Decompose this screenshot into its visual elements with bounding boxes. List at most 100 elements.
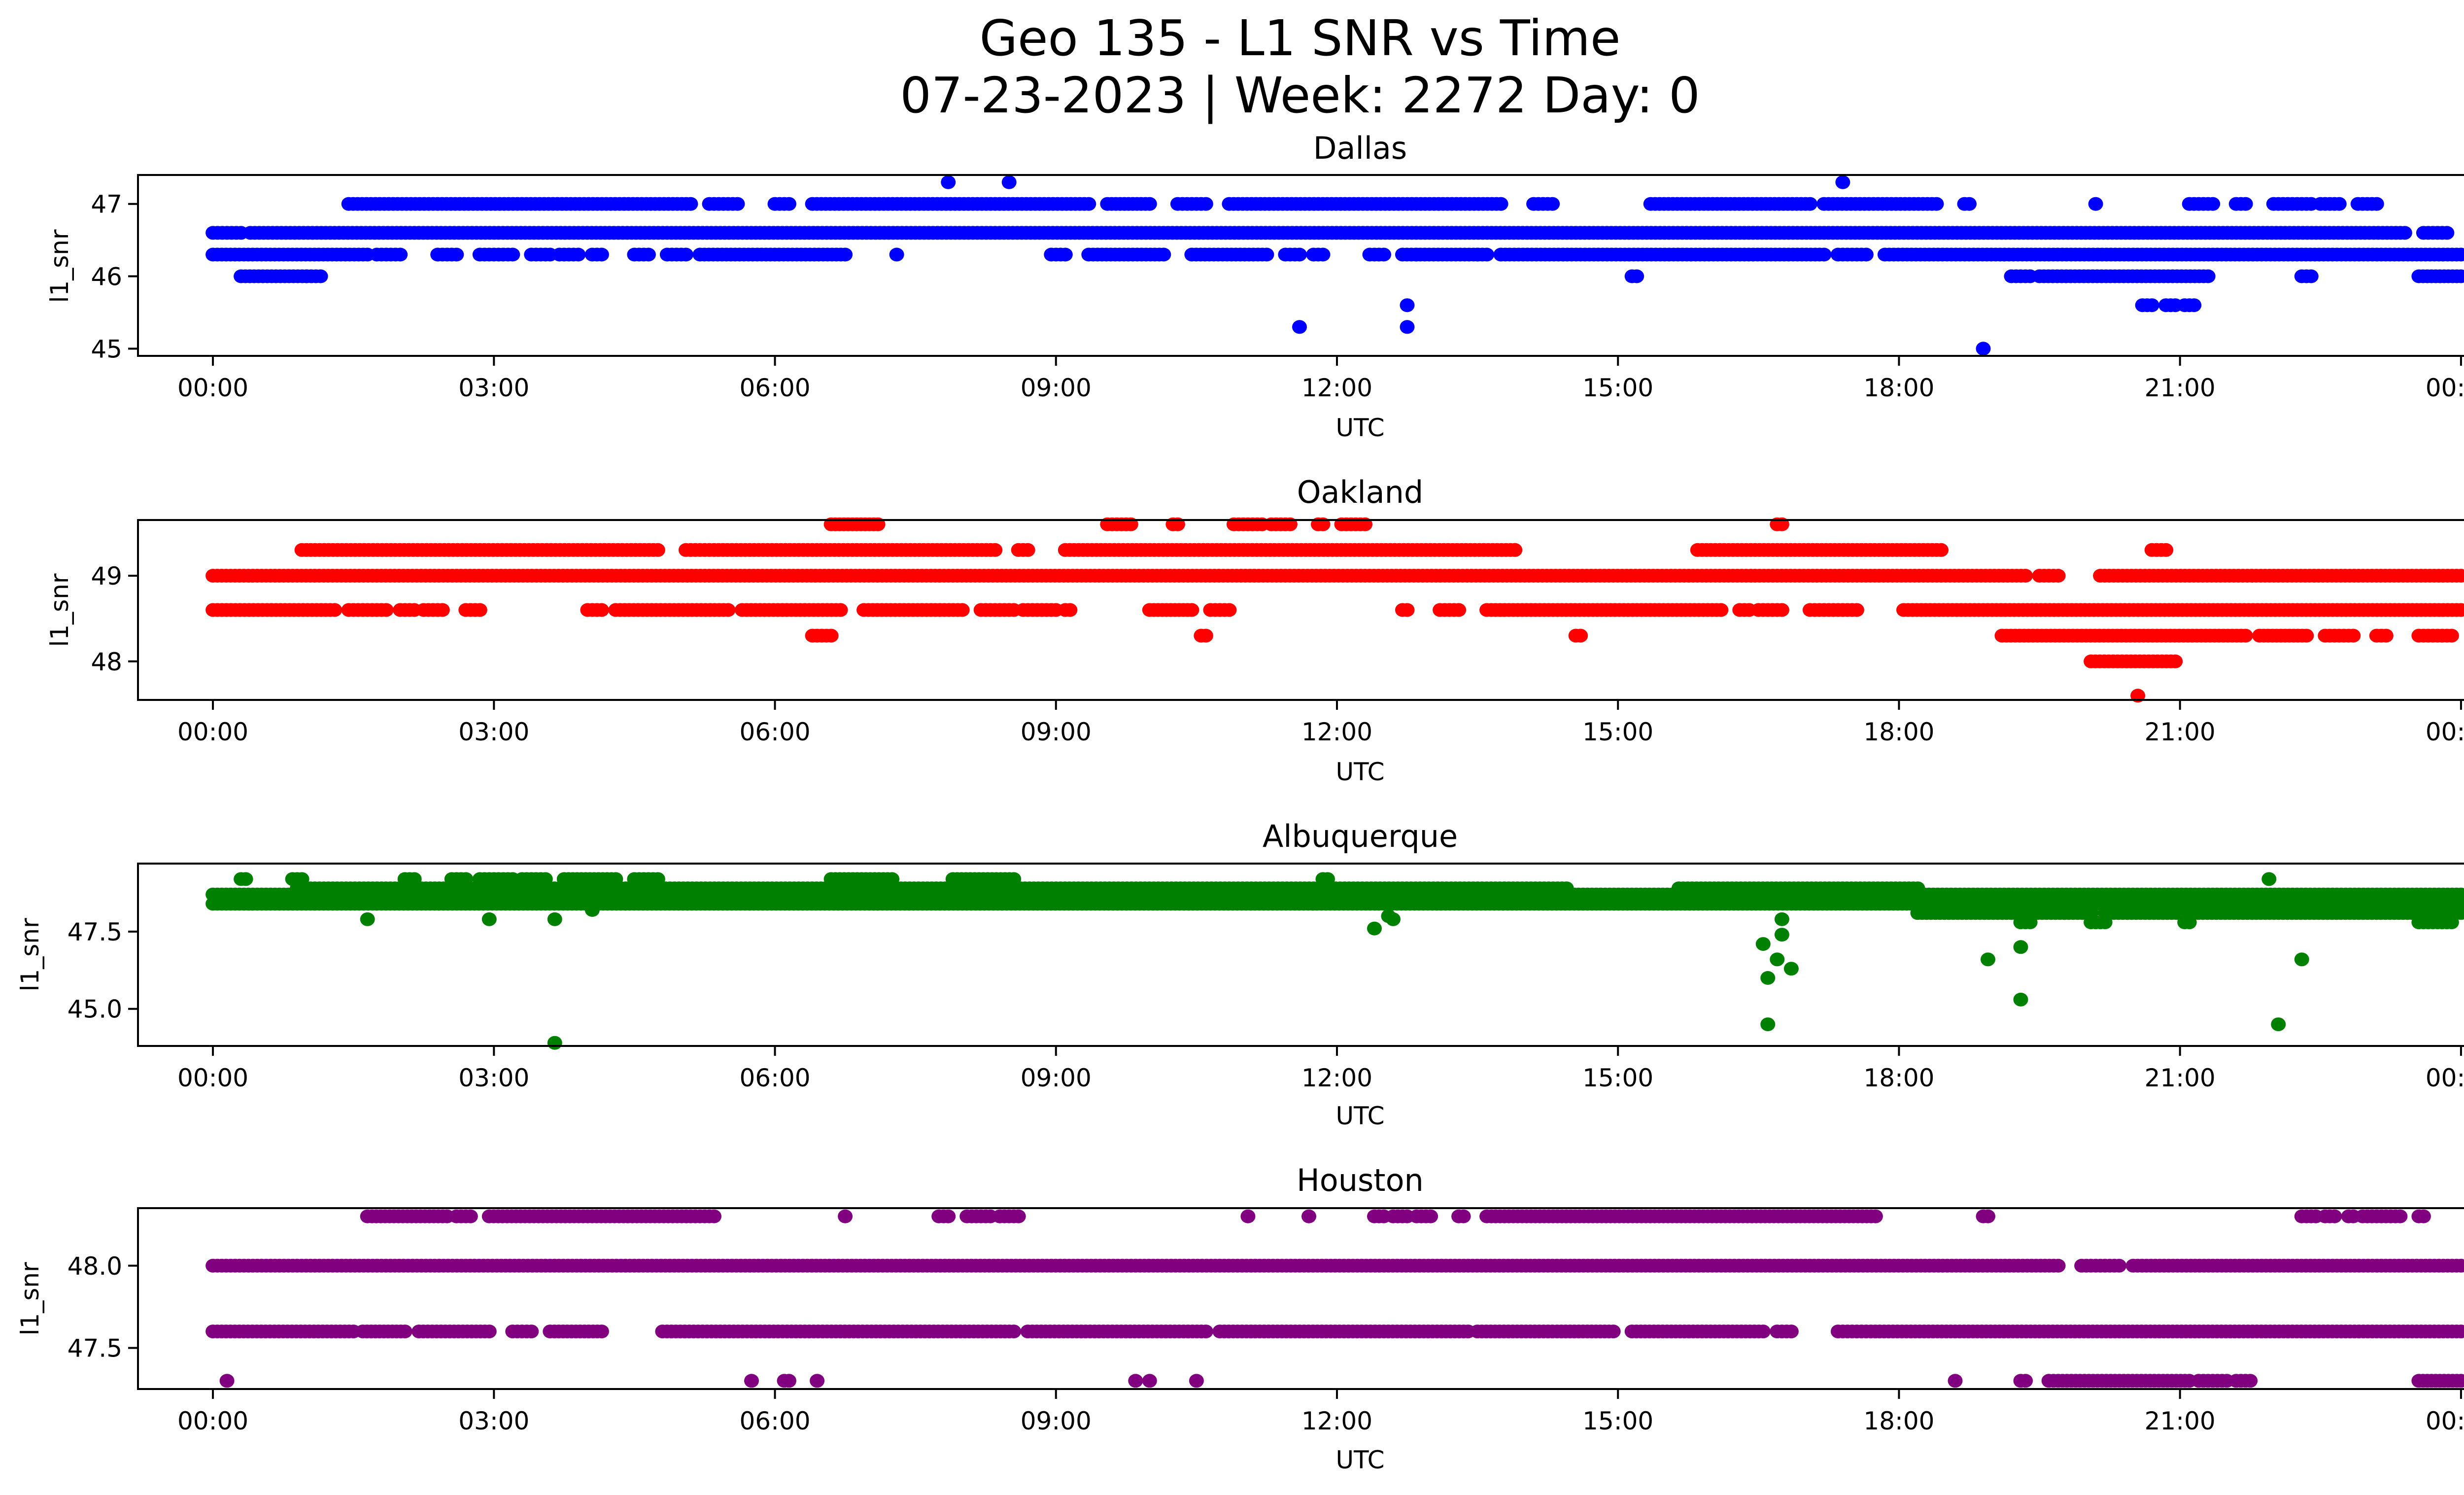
y-tick-label: 46 — [91, 263, 122, 291]
data-point — [608, 872, 623, 886]
data-point — [547, 1036, 562, 1050]
data-point — [2331, 197, 2347, 211]
data-point — [683, 197, 698, 211]
data-point — [955, 603, 970, 617]
data-point — [524, 1324, 539, 1339]
x-tick-label: 00:00 — [2426, 718, 2464, 746]
data-point — [2097, 915, 2113, 930]
data-point — [458, 872, 474, 886]
data-point — [2303, 269, 2319, 283]
data-point — [2378, 628, 2394, 643]
data-point — [327, 603, 342, 617]
data-point — [678, 247, 693, 262]
data-point — [1400, 298, 1415, 313]
data-point — [2453, 603, 2464, 617]
x-tick-label: 06:00 — [739, 1064, 810, 1092]
data-point — [594, 1324, 609, 1339]
data-point — [481, 912, 497, 926]
data-point — [538, 872, 553, 886]
data-point — [641, 247, 656, 262]
data-point — [1198, 628, 1213, 643]
data-point — [1962, 197, 1977, 211]
series-run — [205, 1258, 2464, 1273]
y-axis-label: l1_snr — [45, 229, 74, 303]
x-tick-label: 21:00 — [2145, 1064, 2216, 1092]
data-point — [1816, 247, 1832, 262]
series-run — [1910, 906, 2464, 920]
data-point — [2369, 197, 2384, 211]
data-point — [2294, 952, 2309, 967]
data-point — [1981, 952, 1995, 967]
data-point — [823, 628, 839, 643]
series-run — [805, 628, 2459, 643]
series-run — [205, 247, 2464, 262]
x-tick-label: 09:00 — [1021, 374, 1092, 402]
data-point — [1802, 197, 1817, 211]
data-point — [594, 603, 609, 617]
data-point — [1409, 247, 1424, 262]
data-point — [2088, 197, 2103, 211]
data-point — [2112, 1258, 2127, 1273]
data-point — [2018, 569, 2033, 583]
x-tick-label: 06:00 — [739, 718, 810, 746]
data-point — [393, 247, 408, 262]
data-point — [1451, 603, 1467, 617]
scatter-series — [205, 872, 2464, 1050]
data-point — [1934, 543, 1949, 557]
x-tick-label: 18:00 — [1863, 1064, 1934, 1092]
data-point — [1315, 247, 1331, 262]
data-point — [2187, 298, 2202, 313]
data-point — [889, 247, 904, 262]
panel-title: Albuquerque — [1263, 818, 1458, 854]
y-axis-label: l1_snr — [16, 1262, 44, 1335]
data-point — [833, 603, 848, 617]
scatter-series — [205, 175, 2464, 356]
panel-dallas: Dallas UTC l1_snr 00:00 03:00 06:00 09:00 12… — [45, 130, 2464, 442]
data-point — [1156, 247, 1171, 262]
data-point — [1198, 197, 1213, 211]
data-point — [2271, 1017, 2286, 1032]
series-run — [205, 569, 2464, 583]
outlier-points — [889, 175, 2103, 356]
data-point — [407, 872, 422, 886]
data-point — [1320, 872, 1335, 886]
data-point — [885, 872, 900, 886]
data-point — [1020, 543, 1035, 557]
x-axis-label: UTC — [1335, 414, 1384, 442]
data-point — [1858, 247, 1874, 262]
panel-title: Oakland — [1297, 474, 1424, 510]
series-run — [234, 269, 2464, 283]
data-point — [1376, 247, 1391, 262]
data-point — [1292, 247, 1307, 262]
data-point — [2261, 872, 2277, 886]
data-point — [313, 269, 328, 283]
chart-title: Geo 135 - L1 SNR vs Time — [980, 9, 1621, 67]
panel-oakland: Oakland UTC l1_snr 00:00 03:00 06:00 09:00 1… — [45, 474, 2464, 786]
x-tick-label: 06:00 — [739, 374, 810, 402]
data-point — [2439, 226, 2455, 240]
data-point — [2299, 628, 2314, 643]
data-point — [1386, 912, 1401, 926]
data-point — [2051, 569, 2066, 583]
data-point — [294, 872, 309, 886]
data-point — [1367, 921, 1382, 936]
y-axis-label: l1_snr — [45, 573, 74, 647]
series-run — [234, 872, 1335, 886]
data-point — [782, 197, 796, 211]
x-tick-label: 18:00 — [1863, 718, 1934, 746]
data-point — [2346, 628, 2361, 643]
data-point — [481, 1324, 497, 1339]
x-tick-label: 03:00 — [458, 374, 529, 402]
data-point — [1001, 175, 1017, 189]
data-point — [2444, 915, 2459, 930]
data-point — [1760, 1017, 1776, 1032]
data-point — [1062, 603, 1078, 617]
data-point — [1976, 342, 1991, 356]
data-point — [988, 543, 1003, 557]
data-point — [2022, 915, 2038, 930]
x-axis-label: UTC — [1335, 1102, 1384, 1130]
data-point — [650, 543, 665, 557]
data-point — [1292, 320, 1307, 334]
y-axis-label: l1_snr — [16, 918, 44, 991]
data-point — [2238, 197, 2253, 211]
